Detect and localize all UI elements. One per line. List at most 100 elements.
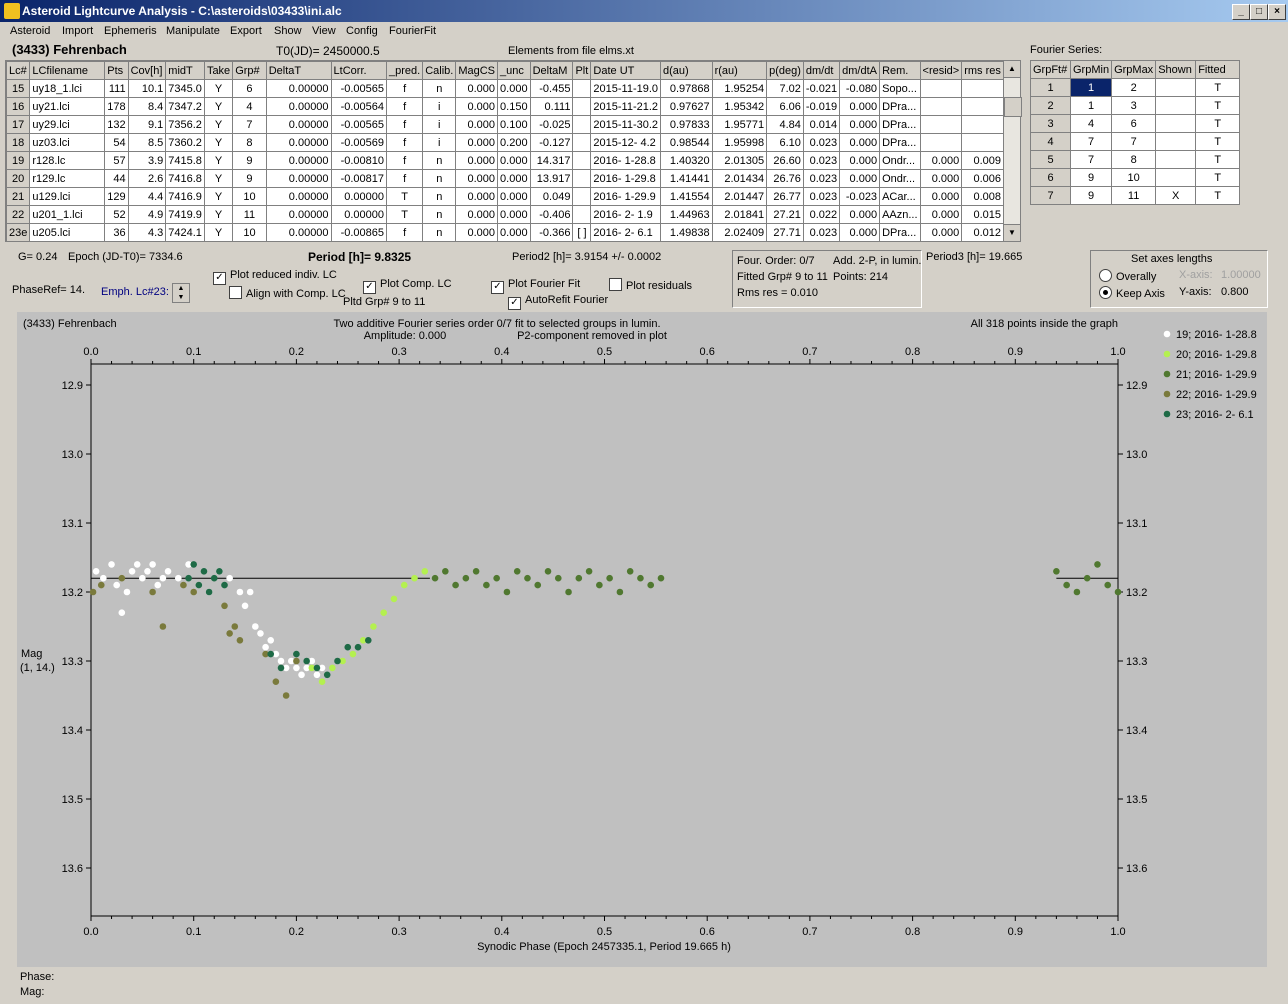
table-cell[interactable] [919, 97, 963, 116]
table-cell[interactable]: 0.000 [919, 151, 963, 170]
table-cell[interactable]: 0.00000 [265, 223, 332, 241]
lc-col-header[interactable]: LCfilename [29, 61, 106, 80]
table-cell[interactable] [572, 151, 592, 170]
table-cell[interactable]: 10 [232, 187, 267, 206]
menu-asteroid[interactable]: Asteroid [10, 25, 51, 37]
table-cell[interactable]: 0.00000 [265, 79, 332, 98]
table-cell[interactable]: 7 [1111, 132, 1157, 151]
table-cell[interactable]: Y [203, 169, 234, 188]
table-cell[interactable]: 8.4 [127, 97, 167, 116]
lightcurve-plot[interactable]: 0.0 0.0 0.1 0.1 0.2 0.2 0.3 0.3 0.4 0.4 0.5 0.5 0.6 0… [17, 312, 1267, 967]
fourier-col-header[interactable]: GrpMax [1111, 60, 1157, 79]
table-cell[interactable]: 0.00000 [265, 133, 332, 152]
table-cell[interactable]: -0.455 [529, 79, 574, 98]
table-cell[interactable] [1155, 114, 1197, 133]
table-cell[interactable]: uy21.lci [29, 97, 106, 116]
table-cell[interactable]: 0.00000 [265, 187, 332, 206]
table-cell[interactable]: 4.84 [766, 115, 804, 134]
table-cell[interactable]: 2 [1111, 78, 1157, 97]
table-cell[interactable]: 22 [6, 205, 31, 224]
table-cell[interactable]: n [422, 79, 457, 98]
table-cell[interactable]: 7415.8 [165, 151, 205, 170]
close-button[interactable]: × [1268, 4, 1286, 20]
table-cell[interactable]: 7419.9 [165, 205, 205, 224]
lc-col-header[interactable]: _pred. [386, 61, 424, 80]
menu-ephemeris[interactable]: Ephemeris [104, 25, 157, 37]
table-cell[interactable]: 6 [1111, 114, 1157, 133]
table-cell[interactable] [961, 79, 1004, 98]
table-cell[interactable]: -0.019 [802, 97, 841, 116]
table-cell[interactable] [1155, 168, 1197, 187]
table-cell[interactable]: 6.06 [766, 97, 804, 116]
table-cell[interactable]: f [386, 223, 424, 241]
table-cell[interactable]: 4 [1030, 132, 1071, 151]
table-cell[interactable]: T [386, 205, 424, 224]
lc-col-header[interactable]: d(au) [660, 61, 713, 80]
table-cell[interactable]: 44 [104, 169, 129, 188]
table-cell[interactable]: 2015-11-30.2 [590, 115, 662, 134]
scroll-down-icon[interactable]: ▼ [1004, 224, 1020, 242]
table-cell[interactable]: u129.lci [29, 187, 106, 206]
table-cell[interactable]: 0.049 [529, 187, 574, 206]
table-cell[interactable]: 0.008 [961, 187, 1004, 206]
table-cell[interactable]: 0.000 [839, 115, 881, 134]
table-cell[interactable]: 0.000 [497, 79, 531, 98]
table-cell[interactable]: 2.01434 [711, 169, 768, 188]
fourier-col-header[interactable]: GrpMin [1069, 60, 1113, 79]
table-cell[interactable]: 1 [1069, 96, 1113, 115]
table-cell[interactable]: 9 [1069, 168, 1113, 187]
table-cell[interactable]: Y [203, 115, 234, 134]
lc-col-header[interactable]: Take [203, 61, 234, 80]
table-cell[interactable]: f [386, 115, 424, 134]
table-cell[interactable]: 0.000 [839, 97, 881, 116]
table-cell[interactable]: -0.00817 [330, 169, 388, 188]
table-cell[interactable]: T [1195, 186, 1241, 205]
table-cell[interactable] [1155, 78, 1197, 97]
table-cell[interactable]: n [422, 169, 457, 188]
table-cell[interactable]: -0.00565 [330, 79, 388, 98]
table-cell[interactable]: 52 [104, 205, 129, 224]
table-cell[interactable]: -0.021 [802, 79, 841, 98]
lc-col-header[interactable]: _unc [497, 61, 531, 80]
lc-col-header[interactable]: dm/dtA [839, 61, 881, 80]
table-cell[interactable]: T [1195, 78, 1241, 97]
lc-col-header[interactable]: DeltaT [265, 61, 332, 80]
table-cell[interactable]: Sopo... [879, 79, 921, 98]
table-cell[interactable]: 0.97627 [660, 97, 713, 116]
table-cell[interactable]: 7416.8 [165, 169, 205, 188]
table-cell[interactable]: T [1195, 114, 1241, 133]
table-cell[interactable]: u205.lci [29, 223, 106, 241]
table-cell[interactable]: 10 [1111, 168, 1157, 187]
table-cell[interactable]: 11 [232, 205, 267, 224]
table-row[interactable]: 18 uz03.lci 54 8.5 7360.2 Y 8 0.00000 -0.00569 f i… [6, 133, 1004, 152]
menu-fourierfit[interactable]: FourierFit [389, 25, 437, 37]
table-cell[interactable]: 20 [6, 169, 31, 188]
lc-col-header[interactable]: Calib. [422, 61, 457, 80]
table-cell[interactable]: 2.02409 [711, 223, 768, 241]
table-cell[interactable]: 0.98544 [660, 133, 713, 152]
table-cell[interactable]: -0.00865 [330, 223, 388, 241]
table-cell[interactable]: 0.023 [802, 223, 841, 241]
table-cell[interactable]: 7356.2 [165, 115, 205, 134]
table-cell[interactable]: 0.000 [455, 79, 499, 98]
table-cell[interactable]: -0.023 [839, 187, 881, 206]
table-cell[interactable]: 0.000 [455, 205, 499, 224]
minimize-button[interactable]: _ [1232, 4, 1250, 20]
scroll-thumb[interactable] [1004, 97, 1022, 117]
table-cell[interactable]: 0.00000 [265, 205, 332, 224]
table-cell[interactable]: 3 [1030, 114, 1071, 133]
table-cell[interactable]: 0.022 [802, 205, 841, 224]
fourier-col-header[interactable]: GrpFt# [1030, 60, 1071, 79]
table-cell[interactable]: 6.10 [766, 133, 804, 152]
table-cell[interactable]: 7360.2 [165, 133, 205, 152]
table-cell[interactable]: 0.000 [497, 169, 531, 188]
lc-col-header[interactable]: Cov[h] [127, 61, 167, 80]
table-cell[interactable]: r129.lc [29, 169, 106, 188]
table-cell[interactable]: 7 [1069, 132, 1113, 151]
plot-canvas[interactable]: 0.0 0.0 0.1 0.1 0.2 0.2 0.3 0.3 0.4 0.4 0.5 0.5 0.6 0… [17, 312, 1267, 967]
table-cell[interactable]: 10.1 [127, 79, 167, 98]
table-cell[interactable]: 0.111 [529, 97, 574, 116]
table-cell[interactable]: 54 [104, 133, 129, 152]
